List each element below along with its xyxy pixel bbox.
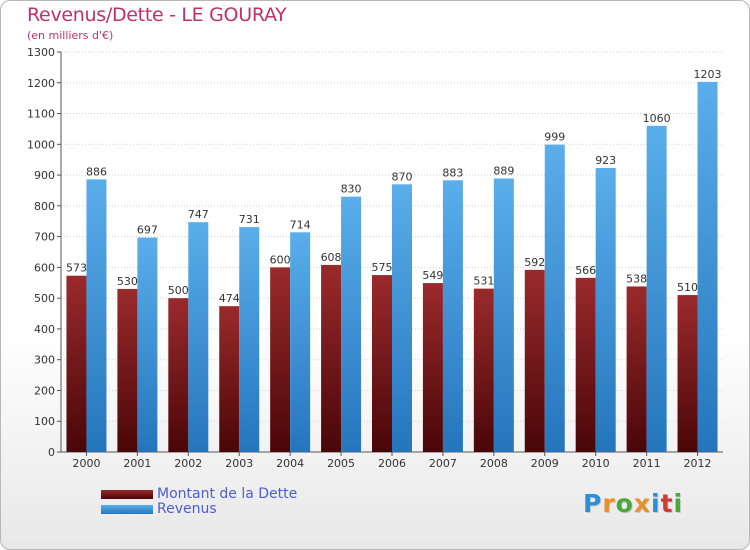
- bar-revenus: [595, 168, 616, 452]
- x-tick-label: 2002: [174, 457, 202, 470]
- logo-letter: P: [583, 489, 603, 518]
- data-labels: 573 886 530 697 500 747 474 731 600 714 608 830 575 8…: [66, 68, 722, 305]
- data-label-revenus: 999: [544, 131, 565, 144]
- x-tick-label: 2009: [531, 457, 559, 470]
- bar-revenus: [86, 179, 107, 452]
- bar-dette: [321, 264, 342, 452]
- legend-swatch-revenus: [101, 505, 153, 514]
- data-label-dette: 510: [677, 281, 698, 294]
- data-label-revenus: 747: [188, 208, 209, 221]
- bar-dette: [372, 275, 392, 452]
- bar-dette: [117, 288, 138, 452]
- bar-dette: [473, 288, 494, 452]
- legend-swatch-dette: [101, 490, 153, 499]
- y-tick-label: 0: [48, 446, 55, 459]
- bar-revenus: [493, 178, 514, 452]
- x-tick-label: 2012: [684, 457, 712, 470]
- y-tick-label: 1000: [27, 138, 55, 151]
- y-tick-label: 300: [34, 354, 55, 367]
- y-tick-label: 200: [34, 384, 55, 397]
- x-tick-label: 2006: [378, 457, 406, 470]
- y-tick-label: 1300: [27, 46, 55, 59]
- data-label-revenus: 1060: [643, 112, 671, 125]
- x-tick-label: 2007: [429, 457, 457, 470]
- chart-title: Revenus/Dette - LE GOURAY: [27, 4, 287, 26]
- bar-dette: [524, 269, 545, 452]
- data-label-dette: 538: [626, 272, 647, 285]
- data-label-revenus: 697: [137, 224, 158, 237]
- data-label-revenus: 889: [493, 164, 514, 177]
- proxiti-logo: Proxiti: [583, 489, 683, 518]
- logo-letter: o: [615, 489, 634, 518]
- x-tick-label: 2010: [582, 457, 610, 470]
- y-tick-label: 600: [34, 261, 55, 274]
- y-tick-label: 500: [34, 292, 55, 305]
- bar-dette: [168, 298, 189, 452]
- bar-dette: [422, 283, 443, 452]
- y-tick-label: 800: [34, 200, 55, 213]
- bar-dette: [575, 277, 596, 452]
- y-tick-label: 1200: [27, 77, 55, 90]
- bar-revenus: [188, 222, 209, 452]
- logo-letter: x: [633, 489, 651, 518]
- bar-revenus: [341, 196, 362, 452]
- x-tick-label: 2005: [327, 457, 355, 470]
- logo-letter: r: [602, 489, 616, 518]
- bar-revenus: [442, 180, 463, 453]
- data-label-dette: 566: [575, 264, 596, 277]
- x-tick-label: 2001: [123, 457, 151, 470]
- y-tick-label: 100: [34, 415, 55, 428]
- x-tick-label: 2004: [276, 457, 304, 470]
- data-label-dette: 549: [422, 269, 443, 282]
- bar-revenus: [646, 125, 667, 452]
- data-label-dette: 530: [117, 275, 138, 288]
- data-label-revenus: 830: [341, 183, 362, 196]
- x-tick-label: 2008: [480, 457, 508, 470]
- logo-letter: t: [660, 489, 674, 518]
- data-label-dette: 474: [219, 292, 240, 305]
- bar-revenus: [392, 184, 412, 453]
- data-label-dette: 600: [270, 253, 291, 266]
- x-tick-label: 2003: [225, 457, 253, 470]
- data-label-revenus: 1203: [694, 68, 722, 81]
- data-label-revenus: 731: [239, 213, 260, 226]
- data-label-revenus: 883: [442, 166, 463, 179]
- axes: 0 100 200 300 400 500 600 700 800 900 1000 1100 1200…: [27, 46, 723, 470]
- logo-letter: i: [651, 489, 661, 518]
- y-tick-label: 400: [34, 323, 55, 336]
- data-label-revenus: 714: [290, 218, 311, 231]
- data-label-dette: 575: [372, 261, 393, 274]
- data-label-dette: 531: [473, 275, 494, 288]
- bar-revenus: [239, 227, 260, 452]
- bar-dette: [677, 295, 698, 452]
- bar-revenus: [697, 81, 718, 452]
- bar-revenus: [137, 237, 158, 452]
- bar-revenus: [290, 232, 311, 452]
- data-label-dette: 573: [66, 262, 87, 275]
- data-label-dette: 592: [524, 256, 545, 269]
- bar-revenus: [544, 144, 565, 452]
- data-label-revenus: 923: [595, 154, 616, 167]
- bar-dette: [66, 275, 87, 452]
- data-label-revenus: 870: [392, 170, 413, 183]
- chart-subtitle: (en milliers d'€): [27, 29, 114, 42]
- bars: [66, 81, 718, 453]
- bar-dette: [270, 267, 291, 452]
- legend-label-revenus: Revenus: [157, 501, 217, 517]
- x-tick-label: 2000: [72, 457, 100, 470]
- bar-dette: [219, 306, 240, 452]
- data-label-dette: 608: [321, 251, 342, 264]
- data-label-revenus: 886: [86, 165, 107, 178]
- x-tick-label: 2011: [633, 457, 661, 470]
- y-tick-label: 1100: [27, 108, 55, 121]
- legend-label-dette: Montant de la Dette: [157, 486, 298, 502]
- logo-letter: i: [673, 489, 684, 518]
- y-tick-label: 900: [34, 169, 55, 182]
- bar-dette: [626, 286, 647, 452]
- y-tick-label: 700: [34, 231, 55, 244]
- data-label-dette: 500: [168, 284, 189, 297]
